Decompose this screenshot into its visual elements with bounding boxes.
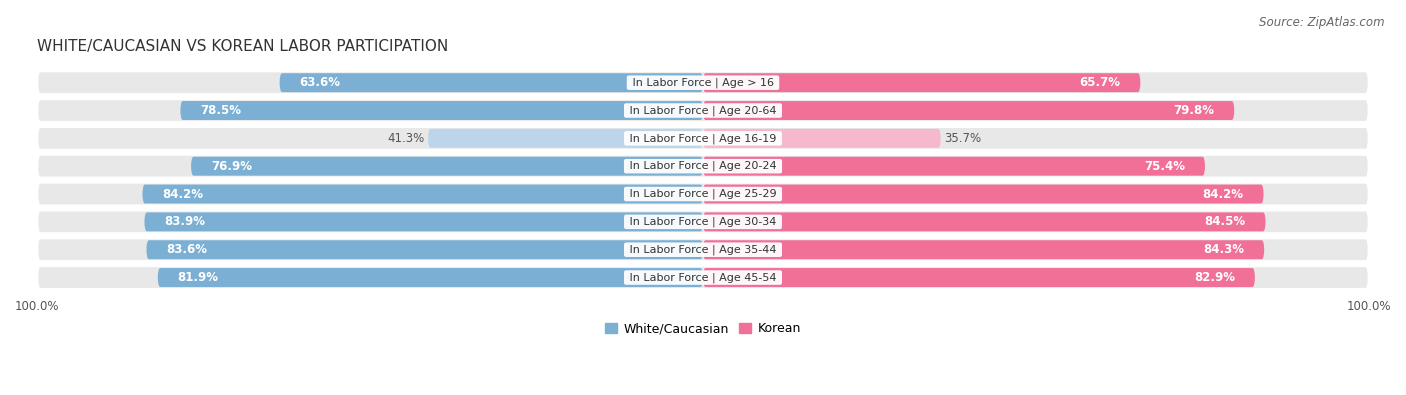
Text: 84.5%: 84.5%	[1205, 215, 1246, 228]
FancyBboxPatch shape	[37, 155, 1369, 178]
FancyBboxPatch shape	[37, 71, 1369, 94]
Text: WHITE/CAUCASIAN VS KOREAN LABOR PARTICIPATION: WHITE/CAUCASIAN VS KOREAN LABOR PARTICIP…	[37, 39, 449, 54]
FancyBboxPatch shape	[37, 127, 1369, 150]
Legend: White/Caucasian, Korean: White/Caucasian, Korean	[600, 317, 806, 340]
Text: 83.9%: 83.9%	[165, 215, 205, 228]
Text: In Labor Force | Age 20-24: In Labor Force | Age 20-24	[626, 161, 780, 171]
Text: In Labor Force | Age 35-44: In Labor Force | Age 35-44	[626, 245, 780, 255]
Text: 79.8%: 79.8%	[1173, 104, 1215, 117]
FancyBboxPatch shape	[703, 213, 1265, 231]
Text: 78.5%: 78.5%	[201, 104, 242, 117]
FancyBboxPatch shape	[703, 268, 1256, 287]
FancyBboxPatch shape	[191, 157, 703, 176]
Text: 63.6%: 63.6%	[299, 76, 340, 89]
Text: 76.9%: 76.9%	[211, 160, 252, 173]
Text: 75.4%: 75.4%	[1144, 160, 1185, 173]
Text: 84.2%: 84.2%	[163, 188, 204, 201]
Text: In Labor Force | Age 30-34: In Labor Force | Age 30-34	[626, 216, 780, 227]
Text: 82.9%: 82.9%	[1194, 271, 1234, 284]
FancyBboxPatch shape	[146, 240, 703, 259]
FancyBboxPatch shape	[703, 129, 941, 148]
Text: 84.3%: 84.3%	[1204, 243, 1244, 256]
Text: 35.7%: 35.7%	[943, 132, 981, 145]
FancyBboxPatch shape	[157, 268, 703, 287]
FancyBboxPatch shape	[180, 101, 703, 120]
FancyBboxPatch shape	[37, 182, 1369, 205]
Text: In Labor Force | Age 20-64: In Labor Force | Age 20-64	[626, 105, 780, 116]
FancyBboxPatch shape	[37, 238, 1369, 261]
Text: In Labor Force | Age 45-54: In Labor Force | Age 45-54	[626, 272, 780, 283]
Text: In Labor Force | Age 25-29: In Labor Force | Age 25-29	[626, 189, 780, 199]
Text: 41.3%: 41.3%	[388, 132, 425, 145]
FancyBboxPatch shape	[37, 99, 1369, 122]
Text: 84.2%: 84.2%	[1202, 188, 1243, 201]
FancyBboxPatch shape	[703, 73, 1140, 92]
FancyBboxPatch shape	[37, 266, 1369, 289]
FancyBboxPatch shape	[145, 213, 703, 231]
Text: 65.7%: 65.7%	[1080, 76, 1121, 89]
FancyBboxPatch shape	[703, 240, 1264, 259]
Text: Source: ZipAtlas.com: Source: ZipAtlas.com	[1260, 16, 1385, 29]
FancyBboxPatch shape	[280, 73, 703, 92]
FancyBboxPatch shape	[142, 184, 703, 203]
FancyBboxPatch shape	[703, 184, 1264, 203]
FancyBboxPatch shape	[427, 129, 703, 148]
FancyBboxPatch shape	[703, 101, 1234, 120]
FancyBboxPatch shape	[703, 157, 1205, 176]
Text: 83.6%: 83.6%	[166, 243, 208, 256]
Text: In Labor Force | Age 16-19: In Labor Force | Age 16-19	[626, 133, 780, 144]
FancyBboxPatch shape	[37, 211, 1369, 233]
Text: In Labor Force | Age > 16: In Labor Force | Age > 16	[628, 77, 778, 88]
Text: 81.9%: 81.9%	[177, 271, 219, 284]
